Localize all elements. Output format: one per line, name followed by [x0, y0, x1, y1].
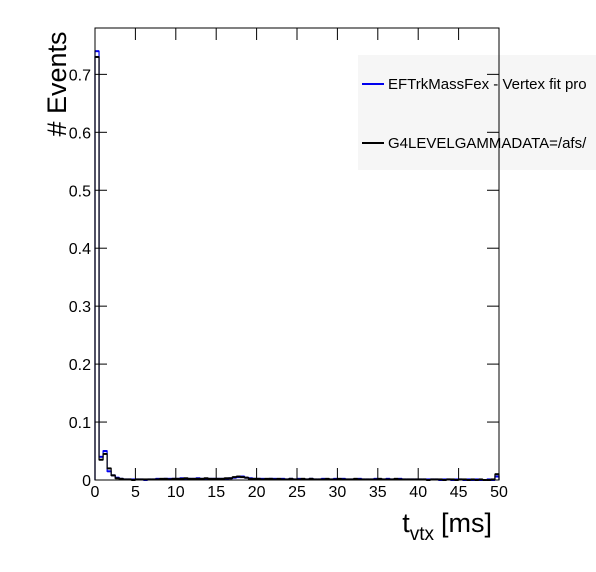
y-axis-title: # Events — [42, 31, 72, 136]
x-tick-label: 35 — [369, 484, 387, 501]
y-tick-label: 0.6 — [69, 125, 91, 142]
x-axis-title-sub: vtx — [410, 524, 435, 545]
x-tick-label: 50 — [490, 484, 508, 501]
y-tick-label: 0.3 — [69, 299, 91, 316]
x-axis-title-main: t — [402, 508, 410, 538]
x-tick-label: 25 — [288, 484, 306, 501]
x-tick-label: 0 — [91, 484, 100, 501]
x-axis-title-unit: [ms] — [441, 508, 492, 538]
x-axis-title: tvtx [ms] — [402, 508, 492, 545]
y-tick-label: 0 — [82, 473, 91, 490]
x-tick-label: 5 — [131, 484, 140, 501]
y-tick-label: 0.2 — [69, 357, 91, 374]
y-tick-label: 0.7 — [69, 67, 91, 84]
legend-box — [358, 55, 596, 170]
x-tick-label: 20 — [248, 484, 266, 501]
x-tick-label: 40 — [409, 484, 427, 501]
x-tick-label: 15 — [207, 484, 225, 501]
y-tick-label: 0.4 — [69, 241, 91, 258]
legend-label: G4LEVELGAMMADATA=/afs/ — [388, 135, 587, 152]
x-tick-label: 10 — [167, 484, 185, 501]
legend-label: EFTrkMassFex - Vertex fit pro — [388, 76, 587, 93]
x-tick-label: 45 — [450, 484, 468, 501]
x-tick-label: 30 — [329, 484, 347, 501]
y-tick-label: 0.5 — [69, 183, 91, 200]
y-tick-label: 0.1 — [69, 415, 91, 432]
